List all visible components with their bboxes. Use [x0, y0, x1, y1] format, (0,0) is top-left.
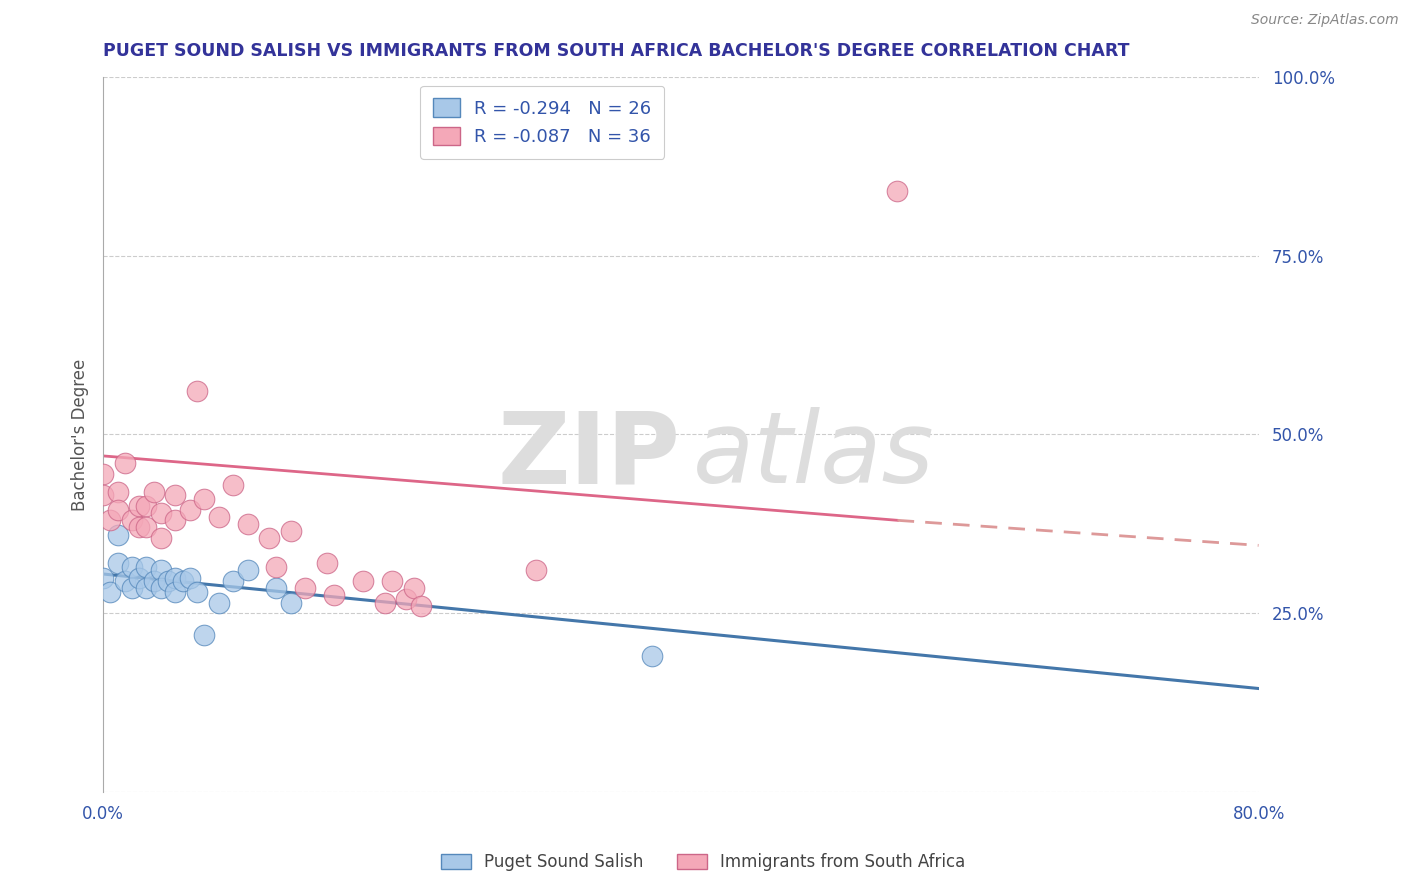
- Point: [91, 571, 114, 585]
- Point: [128, 520, 150, 534]
- Point: [128, 499, 150, 513]
- Point: [208, 509, 231, 524]
- Point: [142, 484, 165, 499]
- Point: [323, 589, 346, 603]
- Point: [402, 582, 425, 596]
- Point: [257, 531, 280, 545]
- Point: [352, 574, 374, 589]
- Point: [526, 563, 548, 577]
- Point: [374, 596, 396, 610]
- Point: [222, 574, 245, 589]
- Point: [316, 556, 339, 570]
- Point: [91, 488, 114, 502]
- Point: [409, 599, 432, 614]
- Point: [121, 582, 143, 596]
- Point: [179, 571, 201, 585]
- Y-axis label: Bachelor's Degree: Bachelor's Degree: [72, 359, 89, 510]
- Point: [107, 502, 129, 516]
- Point: [381, 574, 404, 589]
- Point: [165, 488, 187, 502]
- Point: [193, 491, 215, 506]
- Point: [157, 574, 180, 589]
- Point: [280, 596, 302, 610]
- Legend: R = -0.294   N = 26, R = -0.087   N = 36: R = -0.294 N = 26, R = -0.087 N = 36: [420, 86, 664, 159]
- Point: [222, 477, 245, 491]
- Point: [165, 585, 187, 599]
- Point: [165, 513, 187, 527]
- Point: [395, 592, 418, 607]
- Point: [641, 649, 664, 664]
- Point: [236, 516, 259, 531]
- Point: [266, 582, 288, 596]
- Point: [149, 531, 172, 545]
- Point: [135, 499, 157, 513]
- Point: [114, 456, 136, 470]
- Point: [149, 582, 172, 596]
- Point: [121, 559, 143, 574]
- Point: [121, 513, 143, 527]
- Point: [135, 582, 157, 596]
- Point: [193, 628, 215, 642]
- Point: [294, 582, 316, 596]
- Point: [149, 506, 172, 520]
- Point: [172, 574, 194, 589]
- Point: [236, 563, 259, 577]
- Point: [107, 556, 129, 570]
- Point: [107, 527, 129, 541]
- Text: PUGET SOUND SALISH VS IMMIGRANTS FROM SOUTH AFRICA BACHELOR'S DEGREE CORRELATION: PUGET SOUND SALISH VS IMMIGRANTS FROM SO…: [103, 42, 1129, 60]
- Point: [886, 184, 908, 198]
- Point: [165, 571, 187, 585]
- Point: [128, 571, 150, 585]
- Point: [98, 585, 121, 599]
- Point: [135, 559, 157, 574]
- Point: [186, 585, 208, 599]
- Point: [208, 596, 231, 610]
- Point: [135, 520, 157, 534]
- Point: [186, 384, 208, 399]
- Point: [179, 502, 201, 516]
- Text: ZIP: ZIP: [498, 408, 681, 504]
- Point: [114, 574, 136, 589]
- Legend: Puget Sound Salish, Immigrants from South Africa: Puget Sound Salish, Immigrants from Sout…: [433, 845, 973, 880]
- Point: [107, 484, 129, 499]
- Point: [280, 524, 302, 538]
- Point: [91, 467, 114, 481]
- Point: [266, 559, 288, 574]
- Point: [149, 563, 172, 577]
- Point: [98, 513, 121, 527]
- Text: Source: ZipAtlas.com: Source: ZipAtlas.com: [1251, 13, 1399, 28]
- Point: [142, 574, 165, 589]
- Text: atlas: atlas: [692, 408, 934, 504]
